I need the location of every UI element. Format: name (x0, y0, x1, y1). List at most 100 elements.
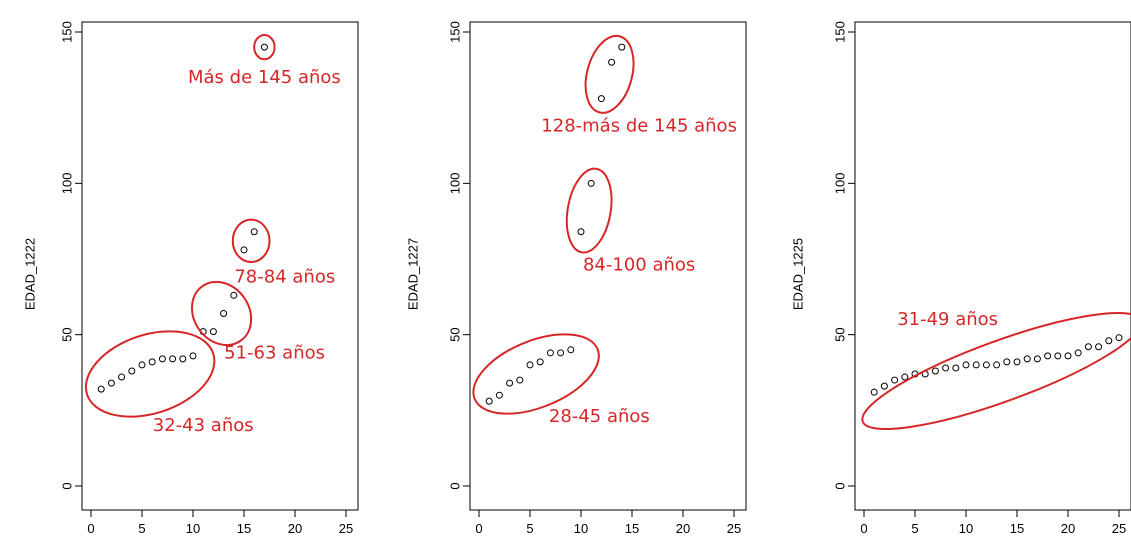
group-label: 51-63 años (224, 342, 325, 363)
scatter-panel-1: 0 50 100 150 0 5 10 15 20 25 EDAD_1222 Más de 145 a… (23, 21, 359, 536)
group-ellipse (584, 34, 635, 114)
y-axis-label: EDAD_1225 (791, 238, 806, 310)
data-point (240, 246, 248, 254)
x-tick-label: 15 (1010, 521, 1024, 536)
y-tick-label: 50 (833, 327, 848, 341)
data-point (577, 228, 585, 236)
data-point (880, 382, 888, 390)
x-tick-label: 25 (727, 521, 741, 536)
data-point (485, 397, 493, 405)
data-point (962, 361, 970, 369)
data-point (1095, 343, 1103, 351)
scatter-panel-2: 0 50 100 150 0 5 10 15 20 25 EDAD_1227 128-más de 1… (406, 21, 747, 536)
data-point (526, 361, 534, 369)
data-point (597, 95, 605, 103)
x-tick-label: 5 (911, 521, 918, 536)
data-point (169, 355, 177, 363)
data-point (993, 361, 1001, 369)
data-point (587, 179, 595, 187)
x-tick-label: 10 (574, 521, 588, 536)
data-point (546, 349, 554, 357)
x-tick-label: 5 (138, 521, 145, 536)
data-point (1023, 355, 1031, 363)
x-tick-label: 15 (625, 521, 639, 536)
x-tick-label: 25 (1112, 521, 1126, 536)
data-point (1013, 358, 1021, 366)
data-point (972, 361, 980, 369)
x-tick-label: 20 (1061, 521, 1075, 536)
group-label: 78-84 años (234, 267, 335, 288)
data-point (138, 361, 146, 369)
data-point (870, 388, 878, 396)
group-ellipse (472, 333, 600, 415)
data-point (952, 364, 960, 372)
group-label: 31-49 años (897, 309, 998, 330)
data-point (209, 328, 217, 336)
data-point (189, 352, 197, 360)
plot-frame (81, 21, 359, 511)
y-tick-label: 0 (448, 482, 463, 489)
data-point (107, 379, 115, 387)
x-tick-label: 15 (237, 521, 251, 536)
y-axis-label: EDAD_1227 (406, 238, 421, 310)
data-point (148, 358, 156, 366)
group-label: 32-43 años (153, 415, 254, 436)
x-tick-label: 20 (676, 521, 690, 536)
data-point (158, 355, 166, 363)
data-point (1115, 334, 1123, 342)
y-tick-label: 50 (60, 327, 75, 341)
x-tick-label: 25 (339, 521, 353, 536)
data-point (1074, 349, 1082, 357)
data-point (1105, 337, 1113, 345)
data-point (1084, 343, 1092, 351)
data-point (567, 346, 575, 354)
y-tick-label: 50 (448, 327, 463, 341)
plot-frame (469, 21, 747, 511)
y-tick-label: 0 (833, 482, 848, 489)
x-tick-label: 10 (959, 521, 973, 536)
x-tick-label: 0 (87, 521, 94, 536)
data-point (260, 43, 268, 51)
data-point (536, 358, 544, 366)
group-ellipse (191, 280, 253, 346)
y-tick-label: 0 (60, 482, 75, 489)
data-point (220, 309, 228, 317)
group-label: 28-45 años (549, 406, 650, 427)
y-tick-label: 100 (833, 172, 848, 194)
data-point (250, 228, 258, 236)
group-ellipse (231, 218, 271, 264)
data-point (230, 291, 238, 299)
y-tick-label: 150 (833, 21, 848, 43)
x-tick-label: 5 (526, 521, 533, 536)
data-point (128, 367, 136, 375)
data-point (1033, 355, 1041, 363)
plot-frame (854, 21, 1131, 511)
data-point (982, 361, 990, 369)
data-point (608, 58, 616, 66)
data-point (557, 349, 565, 357)
data-point (1054, 352, 1062, 360)
group-ellipse (861, 311, 1131, 431)
group-label: Más de 145 años (188, 67, 341, 88)
data-point (901, 373, 909, 381)
data-point (1003, 358, 1011, 366)
y-axis-label: EDAD_1222 (23, 238, 38, 310)
data-point (891, 376, 899, 384)
x-tick-label: 0 (475, 521, 482, 536)
group-ellipse (565, 167, 613, 254)
data-point (495, 391, 503, 399)
data-point (618, 43, 626, 51)
group-ellipse (84, 330, 216, 418)
y-tick-label: 150 (448, 21, 463, 43)
data-point (97, 385, 105, 393)
data-point (516, 376, 524, 384)
y-tick-label: 100 (448, 172, 463, 194)
data-point (942, 364, 950, 372)
data-point (1044, 352, 1052, 360)
x-tick-label: 0 (860, 521, 867, 536)
y-tick-label: 150 (60, 21, 75, 43)
x-tick-label: 10 (186, 521, 200, 536)
data-point (118, 373, 126, 381)
data-point (931, 367, 939, 375)
